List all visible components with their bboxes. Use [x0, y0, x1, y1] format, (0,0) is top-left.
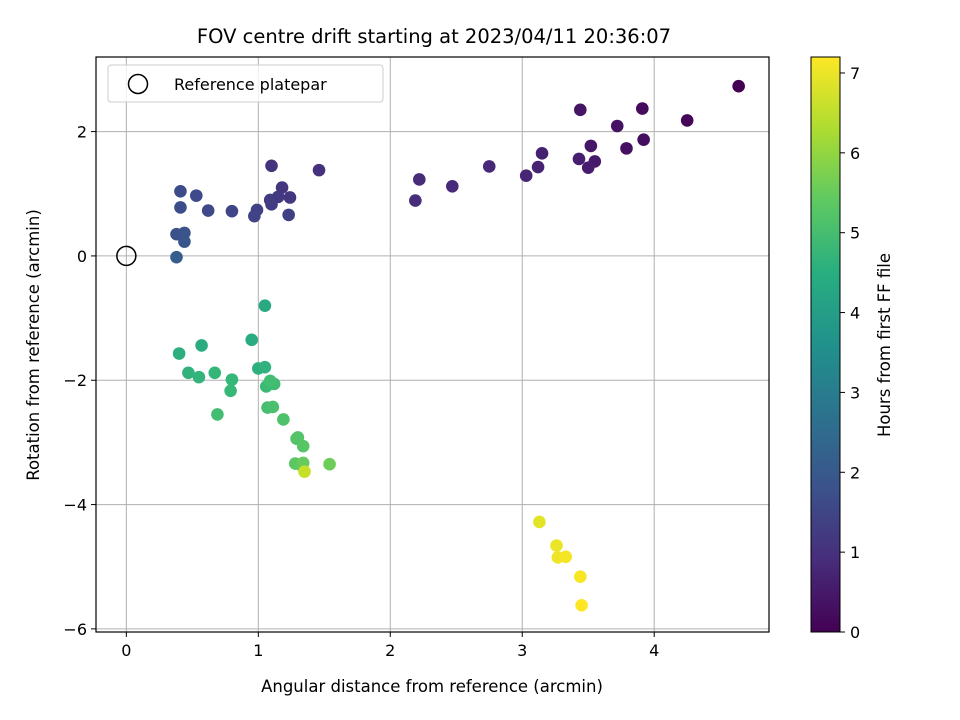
scatter-point: [573, 103, 587, 117]
scatter-point: [265, 198, 278, 211]
scatter-point: [248, 209, 261, 223]
scatter-point: [680, 114, 694, 127]
y-axis-ticks: −6 −4 −2 0 2: [63, 123, 96, 639]
scatter-point: [610, 119, 624, 133]
y-tick-label: 0: [77, 247, 87, 266]
scatter-point: [482, 160, 496, 173]
x-tick-label: 2: [385, 641, 395, 660]
legend-box: [107, 64, 384, 103]
colorbar: 0 1 2 3 4 5 6 7 Hours from first FF file: [810, 56, 894, 642]
y-tick-label: 2: [77, 123, 87, 142]
plot-frame: [95, 56, 770, 633]
y-tick-label: −6: [63, 620, 87, 639]
data-points: [170, 79, 745, 612]
colorbar-ticks: 0 1 2 3 4 5 6 7: [840, 64, 860, 642]
scatter-point: [211, 408, 224, 421]
scatter-point: [172, 347, 186, 360]
scatter-point: [559, 550, 573, 564]
scatter-point: [245, 333, 259, 347]
plot-background: [96, 57, 769, 632]
x-tick-label: 1: [253, 641, 263, 660]
scatter-point: [298, 465, 311, 478]
scatter-point: [581, 161, 595, 174]
legend: Reference platepar: [107, 64, 384, 103]
scatter-point: [550, 539, 563, 552]
colorbar-tick-label: 4: [850, 304, 860, 323]
y-axis-label: Rotation from reference (arcmin): [24, 209, 43, 481]
x-tick-label: 4: [649, 641, 659, 660]
colorbar-tick-label: 7: [850, 64, 860, 83]
scatter-point: [282, 208, 295, 222]
scatter-point: [170, 250, 183, 264]
scatter-point: [732, 79, 745, 93]
colorbar-tick-label: 6: [850, 144, 860, 163]
scatter-point: [265, 159, 278, 173]
scatter-point: [323, 457, 336, 471]
scatter-point: [283, 191, 297, 204]
colorbar-gradient: [810, 56, 841, 633]
scatter-point: [195, 339, 208, 352]
scatter-point: [258, 360, 272, 374]
plot-area: 0 1 2 3 4 −6 −4 −2 0 2: [63, 56, 770, 660]
scatter-point: [620, 142, 633, 155]
scatter-point: [409, 194, 422, 207]
scatter-point: [224, 384, 237, 398]
scatter-point: [445, 179, 459, 193]
scatter-point: [178, 226, 191, 240]
scatter-point: [519, 169, 533, 183]
scatter-point: [575, 598, 588, 612]
scatter-point: [182, 366, 195, 380]
reference-marker: [116, 245, 137, 267]
scatter-point: [192, 370, 206, 384]
y-tick-label: −2: [63, 371, 87, 390]
scatter-point: [174, 201, 187, 214]
y-tick-label: −4: [63, 496, 87, 515]
scatter-point: [277, 413, 290, 426]
colorbar-tick-label: 0: [850, 623, 860, 642]
x-tick-label: 3: [517, 641, 527, 660]
scatter-point: [636, 102, 649, 115]
scatter-point: [535, 147, 549, 160]
legend-label: Reference platepar: [174, 75, 327, 94]
scatter-point: [208, 366, 222, 380]
legend-marker: [127, 73, 149, 95]
x-tick-label: 0: [121, 641, 131, 660]
scatter-point: [263, 374, 277, 388]
scatter-point: [201, 204, 215, 217]
scatter-point: [258, 299, 272, 312]
colorbar-tick-label: 5: [850, 224, 860, 243]
scatter-point: [189, 189, 203, 202]
reference-platepar-marker: [116, 245, 137, 267]
scatter-point: [296, 439, 310, 453]
colorbar-tick-label: 1: [850, 543, 860, 562]
scatter-point: [178, 235, 191, 248]
colorbar-tick-label: 3: [850, 383, 860, 402]
scatter-point: [531, 160, 545, 174]
scatter-point: [584, 139, 598, 153]
scatter-point: [225, 204, 239, 218]
scatter-point: [573, 570, 587, 583]
scatter-point: [312, 163, 326, 177]
scatter-point: [637, 133, 650, 146]
scatter-point: [174, 184, 187, 198]
grid-lines: [96, 57, 769, 632]
scatter-point: [266, 400, 280, 414]
scatter-point: [225, 373, 239, 386]
scatter-point: [413, 173, 426, 186]
scatter-point: [572, 152, 586, 166]
colorbar-label: Hours from first FF file: [875, 253, 894, 437]
x-axis-label: Angular distance from reference (arcmin): [261, 677, 603, 696]
x-axis-ticks: 0 1 2 3 4: [121, 632, 659, 660]
scatter-point: [533, 515, 546, 529]
chart-title: FOV centre drift starting at 2023/04/11 …: [197, 25, 671, 48]
colorbar-tick-label: 2: [850, 463, 860, 482]
